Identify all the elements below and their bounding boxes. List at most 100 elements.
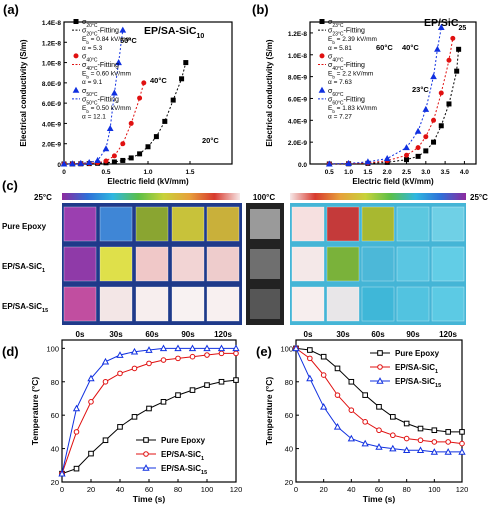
data-point [307, 347, 313, 353]
legend-value: = 0.50 kV/mm [89, 105, 131, 112]
data-point [417, 437, 424, 444]
data-point [232, 344, 240, 352]
y-tick-label: 2.0E-9 [42, 142, 62, 149]
time-label: 60s [145, 330, 159, 339]
data-point [204, 352, 210, 358]
data-point [417, 425, 424, 432]
series-line [295, 348, 462, 453]
data-point [117, 424, 123, 430]
legend-suffix: -Fitting [98, 62, 120, 69]
data-point [348, 407, 355, 413]
x-tick-label: 80 [402, 485, 410, 494]
data-point [438, 90, 444, 96]
cooling-sample [361, 286, 395, 322]
data-point [415, 145, 421, 151]
legend-suffix: -Fitting [344, 28, 366, 35]
data-point [145, 144, 151, 150]
data-point [204, 382, 210, 388]
heating-sample [171, 206, 205, 242]
data-point [459, 429, 465, 435]
data-point [450, 35, 456, 41]
y-tick-label: 6.0E-9 [42, 101, 62, 108]
subscript: 23°C [332, 32, 344, 38]
data-point [102, 437, 109, 444]
chart-a: 0 0.5 1.0 1.5 0 2.0E-9 4.0E-9 6.0E-9 8.0E-9 1.0E-… [3, 2, 233, 186]
data-point [73, 429, 80, 435]
data-point [188, 344, 197, 352]
data-point [145, 346, 153, 353]
scale-max-label: 25°C [470, 193, 488, 202]
series-2 [292, 344, 466, 455]
x-axis-label: Time (s) [363, 494, 396, 504]
data-point [348, 378, 355, 385]
data-point [72, 404, 81, 412]
y-tick-label: 100 [280, 344, 293, 353]
chart-title: EP/SiC25 [424, 17, 466, 32]
y-tick-label: 1.2E-8 [42, 40, 62, 47]
subscript: 10 [197, 33, 205, 40]
data-point [115, 59, 122, 66]
series-2 [58, 344, 240, 477]
x-tick-label: 80 [174, 485, 182, 494]
legend-suffix: -Fitting [98, 28, 120, 35]
data-point [141, 80, 147, 86]
series-1 [59, 350, 239, 477]
data-point [431, 439, 438, 445]
data-point [116, 351, 124, 358]
legend-entry: α = 5.81 [328, 45, 352, 52]
series-0 [59, 377, 239, 477]
y-tick-label: 40 [285, 445, 293, 454]
y-tick-label: 0.0 [298, 162, 307, 169]
data-point [189, 353, 196, 360]
legend-entry: Pure Epoxy [161, 436, 206, 445]
legend-entry: Eb = 0.84 kV/mm [82, 36, 131, 45]
legend-entry: α = 5.3 [82, 45, 103, 52]
data-point [128, 155, 134, 161]
data-point [414, 127, 422, 134]
data-point [454, 68, 460, 74]
data-point [459, 440, 465, 447]
time-label: 120s [214, 330, 232, 339]
data-point [128, 120, 134, 126]
legend-entry: σ20°C-Fitting [82, 28, 119, 38]
data-point [403, 435, 410, 442]
x-axis-label: Electric field (kV/mm) [352, 177, 434, 186]
series-line [295, 347, 462, 433]
data-point [218, 378, 225, 385]
legend-entry: σ50°C-Fitting [82, 96, 119, 106]
heating-sample [206, 206, 240, 242]
subscript: b [332, 40, 335, 45]
y-tick-label: 4.0E-9 [42, 121, 62, 128]
data-point [445, 429, 451, 435]
subscript: b [86, 109, 89, 114]
temperature-label: 50°C [120, 36, 137, 45]
data-point [444, 448, 452, 455]
heating-sample [99, 206, 133, 242]
cooling-sample [361, 246, 395, 282]
cooling-sample [291, 206, 325, 242]
data-point [415, 153, 421, 159]
data-point [434, 45, 441, 52]
legend-entry: σ40°C-Fitting [328, 62, 365, 72]
data-point [423, 134, 429, 140]
data-point [320, 372, 327, 378]
legend-entry: EP/SA-SiC15 [161, 464, 207, 476]
data-point [404, 157, 410, 163]
heating-sample [206, 286, 240, 322]
data-point [320, 353, 327, 360]
legend-entry: EP/SA-SiC1 [161, 450, 204, 462]
data-point [101, 357, 110, 365]
x-tick-label: 40 [347, 485, 355, 494]
data-point [292, 344, 300, 352]
subscript: 1 [435, 369, 438, 375]
x-tick-label: 60 [145, 485, 153, 494]
chart-b: 0.5 1.0 1.5 2.0 2.5 3.0 3.5 4.0 0.0 2.0E-9 4.0E-9 6… [252, 2, 477, 186]
y-tick-label: 20 [51, 478, 59, 487]
series-2: 50°C [60, 26, 137, 167]
legend-entry: EP/SA-SiC1 [395, 363, 438, 375]
x-tick-label: 20 [87, 485, 95, 494]
subscript: 60°C [332, 92, 344, 98]
data-point [120, 157, 126, 163]
legend-suffix: -Fitting [344, 62, 366, 69]
